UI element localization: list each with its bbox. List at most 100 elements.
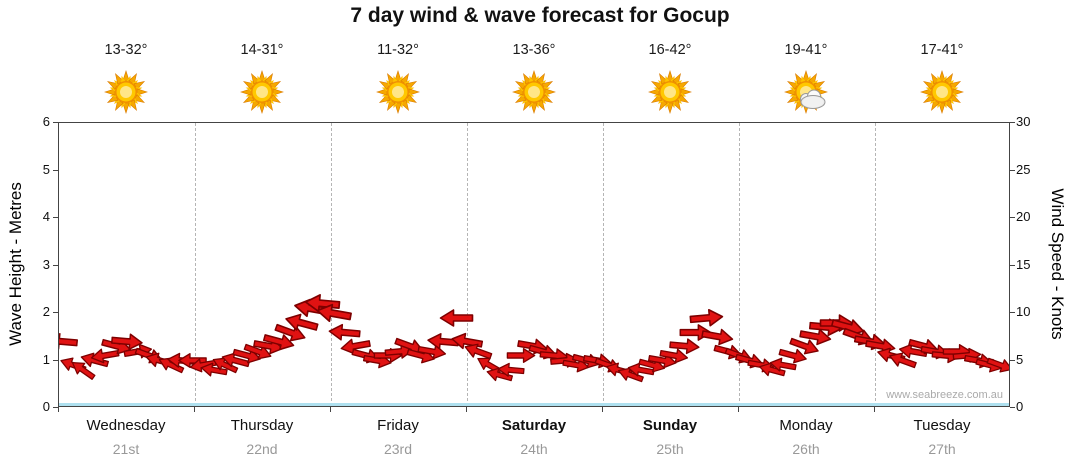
wind-arrow-glyph (110, 333, 143, 350)
wind-arrow (284, 313, 319, 333)
wind-arrow-glyph (659, 348, 688, 364)
sun-cloud-icon (782, 68, 830, 116)
wind-arrow-glyph (789, 338, 819, 355)
wind-arrow-glyph (778, 349, 808, 364)
left-axis-tick-label: 5 (42, 161, 50, 177)
wind-arrow (627, 362, 655, 378)
day-temperature: 16-42° (648, 42, 692, 58)
wind-arrow (758, 362, 786, 378)
day-date-label: 26th (792, 441, 820, 457)
wind-arrow-glyph (177, 353, 207, 368)
day-name-label: Tuesday (913, 417, 971, 434)
wind-arrow (69, 362, 97, 380)
day-name-label: Monday (779, 417, 833, 434)
wind-arrow (798, 327, 832, 346)
day-date-label: 23rd (383, 441, 413, 457)
day-name-label: Sunday (642, 417, 698, 434)
sun-icon (374, 68, 422, 116)
wind-arrow-glyph (212, 357, 239, 374)
day-date-label: 27th (928, 441, 956, 457)
wind-arrow-glyph (59, 333, 78, 350)
sun-icon (918, 68, 966, 116)
wind-arrow-glyph (798, 329, 831, 346)
left-axis-tick-label: 3 (42, 256, 50, 272)
wind-arrow-glyph (221, 352, 251, 368)
day-separator-gridline (331, 123, 332, 406)
day-name-label: Friday (377, 417, 419, 434)
wind-arrow-glyph (91, 348, 120, 364)
wind-arrow (232, 347, 262, 364)
wind-arrow-glyph (986, 357, 1009, 373)
wind-arrow (90, 347, 120, 364)
wind-arrow-glyph (263, 334, 295, 351)
wind-arrow-glyph (627, 362, 655, 377)
wind-arrow-glyph (769, 357, 797, 372)
wind-arrow-glyph (284, 313, 319, 331)
left-axis-tick-label: 6 (42, 114, 50, 129)
day-date-label: 22nd (246, 441, 278, 457)
x-axis-baseline (59, 403, 1009, 406)
wind-arrow (669, 337, 700, 355)
right-axis-tick-label: 30 (1016, 114, 1031, 129)
wind-arrow-glyph (200, 362, 228, 377)
right-axis-tick-label: 20 (1016, 209, 1031, 224)
wind-arrow (486, 367, 514, 383)
right-axis-tick-label: 25 (1016, 161, 1031, 177)
right-axis-tick-label: 10 (1016, 304, 1031, 319)
day-temperature: 11-32° (377, 42, 419, 58)
wind-arrow-glyph (158, 357, 184, 374)
sun-icon (102, 68, 150, 116)
day-separator-gridline (875, 123, 876, 406)
wind-arrow (659, 347, 689, 364)
wind-arrow (316, 303, 352, 324)
day-separator-gridline (195, 123, 196, 406)
day-temperature: 14-31° (240, 42, 284, 58)
wind-arrow (888, 352, 917, 369)
wind-arrow-glyph (758, 362, 786, 377)
watermark: www.seabreeze.com.au (886, 389, 1003, 401)
wind-arrow (463, 343, 493, 360)
wind-arrow (200, 362, 228, 378)
right-axis-tick-label: 15 (1016, 256, 1031, 272)
wind-arrow (701, 327, 734, 346)
left-axis-tick-label: 2 (42, 304, 50, 319)
wind-arrow (328, 323, 361, 342)
day-separator-gridline (467, 123, 468, 406)
wind-arrow-glyph (497, 362, 525, 377)
wind-arrow-glyph (189, 358, 217, 373)
day-separator-gridline (739, 123, 740, 406)
wind-arrow-glyph (80, 352, 109, 368)
wind-arrow-glyph (486, 367, 514, 381)
day-temperature: 13-36° (512, 42, 556, 58)
left-axis-tick-label: 0 (42, 399, 50, 414)
wind-arrow-glyph (232, 349, 261, 364)
wind-arrow (157, 357, 185, 374)
wind-arrow (439, 308, 474, 328)
wind-arrow (986, 357, 1009, 373)
wind-arrow (778, 347, 808, 364)
wind-arrow (177, 352, 207, 369)
wind-arrow-glyph (439, 308, 473, 327)
day-separator-gridline (603, 123, 604, 406)
wind-arrow (211, 357, 239, 374)
wind-arrow-glyph (464, 343, 493, 359)
right-axis-tick-label: 5 (1016, 351, 1024, 367)
wind-arrow (189, 357, 217, 373)
wind-arrow (769, 357, 797, 373)
day-date-label: 25th (656, 441, 684, 457)
right-axis-title: Wind Speed - Knots (1048, 188, 1067, 340)
day-temperature: 17-41° (920, 42, 964, 58)
wind-arrow-glyph (316, 303, 352, 322)
wind-arrow-glyph (888, 352, 917, 369)
left-axis-tick-label: 1 (42, 351, 50, 367)
wind-arrow (263, 332, 295, 351)
day-temperature: 19-41° (784, 42, 828, 58)
wind-arrow-glyph (72, 362, 96, 380)
sun-icon (646, 68, 694, 116)
wind-arrow (80, 352, 109, 369)
wind-arrow (506, 347, 536, 364)
day-name-label: Wednesday (86, 417, 166, 434)
wind-arrow (689, 308, 724, 328)
wind-arrow (221, 352, 251, 369)
